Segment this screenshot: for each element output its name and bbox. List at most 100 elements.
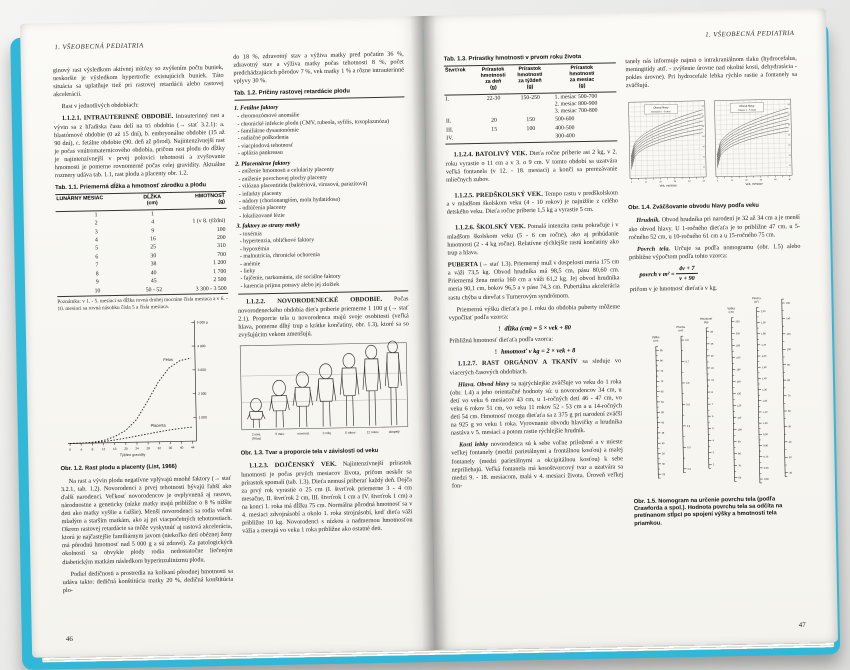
svg-text:44: 44 [191, 445, 195, 449]
svg-text:24: 24 [745, 180, 748, 182]
svg-text:1,10: 1,10 [763, 411, 768, 414]
svg-text:32: 32 [158, 446, 162, 450]
figure-1-5-caption: Obr. 1.5. Nomogram na určenie povrchu te… [633, 496, 783, 527]
svg-text:140: 140 [737, 380, 742, 383]
svg-text:30: 30 [789, 456, 792, 459]
hrudnik-paragraph: Hrudník. Obvod hrudníka pri narodení je … [628, 214, 801, 241]
svg-text:3 000: 3 000 [198, 367, 206, 371]
svg-text:1,30: 1,30 [762, 388, 767, 391]
svg-text:70: 70 [661, 380, 664, 383]
svg-text:80: 80 [738, 452, 741, 455]
section-1126-title: 1.1.2.6. ŠKOLSKÝ VEK. [454, 223, 526, 232]
section-puberta: PUBERTA (→ stať 1.3). Priemerný muž v do… [447, 258, 620, 302]
svg-text:28: 28 [146, 446, 150, 450]
intro-paragraph: ginový rast výsledkom aktívnej mitózy so… [52, 63, 224, 99]
svg-text:5 000 g: 5 000 g [197, 320, 208, 324]
svg-text:48: 48 [702, 126, 704, 128]
svg-text:48: 48 [688, 181, 690, 183]
svg-text:novorod.: novorod. [297, 431, 309, 435]
svg-text:7: 7 [712, 403, 714, 406]
section-1123: 1.1.2.3. DOJČENSKÝ VEK. Najintenzívnejší… [241, 459, 413, 535]
svg-text:Fétus: Fétus [163, 356, 173, 361]
svg-text:0,4: 0,4 [687, 425, 691, 428]
svg-text:160: 160 [786, 302, 791, 305]
svg-text:180: 180 [736, 344, 741, 347]
svg-text:90: 90 [738, 440, 741, 443]
section-1125: 1.1.2.5. PREDŠKOLSKÝ VEK. Tempo rastu v … [446, 189, 619, 216]
svg-text:75: 75 [661, 370, 664, 373]
hrudnik-lead: Hrudník. [636, 217, 661, 225]
svg-text:Výška: Výška [728, 306, 736, 310]
svg-text:48: 48 [788, 125, 790, 127]
formula-intro-1: Priemernú výšku dieťaťa po l. roku do ob… [448, 302, 621, 322]
section-1122: 1.1.2.2. NOVORODENECKÉ OBDOBIE. Počas no… [237, 295, 409, 339]
svg-text:36: 36 [788, 155, 790, 157]
weight-formula: ! hmotnosť v kg = 2 × vek + 8 [494, 347, 576, 356]
svg-text:4: 4 [80, 447, 82, 451]
svg-text:55: 55 [661, 411, 664, 414]
svg-text:40: 40 [789, 441, 792, 444]
povrch-lead: Povrch tela. [636, 245, 671, 253]
svg-text:4 000: 4 000 [197, 344, 205, 348]
svg-text:120: 120 [787, 333, 792, 336]
svg-text:1,80: 1,80 [761, 332, 766, 335]
svg-text:40: 40 [180, 445, 184, 449]
rast-line: Rast v jednotlivých obdobiach: [61, 101, 139, 111]
svg-text:8: 8 [92, 447, 94, 451]
svg-text:20: 20 [711, 355, 714, 358]
svg-text:Plocha: Plocha [677, 325, 686, 329]
figure-1-2: 1 000 2 000 3 000 4 000 5 000 g 0 4 8 12 16 20 24 28… [58, 313, 231, 464]
svg-text:36: 36 [759, 180, 761, 182]
svg-text:230: 230 [736, 320, 741, 323]
section-1124: 1.1.2.4. BATOLIVÝ VEK. Dieťa ročne pribe… [445, 148, 618, 184]
svg-text:2 000: 2 000 [198, 391, 206, 395]
svg-text:0,6: 0,6 [686, 382, 690, 385]
svg-text:60: 60 [788, 179, 790, 181]
hlava-paragraph: Hlava. Obvod hlavy sa najrýchlejšie zväč… [450, 378, 623, 437]
svg-text:1,20: 1,20 [763, 400, 768, 403]
svg-text:(m²): (m²) [679, 328, 684, 332]
svg-text:32: 32 [702, 167, 704, 169]
svg-text:(m²): (m²) [754, 299, 759, 303]
section-1127: 1.1.2.7. RAST ORGÁNOV A TKANÍV sa sleduj… [449, 357, 622, 377]
svg-text:0,8: 0,8 [685, 339, 689, 342]
svg-text:110: 110 [738, 416, 743, 419]
tab-1-2: 1. Fetálne faktorychromozómové anomáliec… [233, 96, 409, 295]
svg-text:40: 40 [788, 145, 790, 147]
section-1127-title: 1.1.2.7. RAST ORGÁNOV A TKANÍV [457, 358, 578, 368]
svg-text:8: 8 [712, 391, 714, 394]
body-proportions-figure: 2 mes.(fétus) 5 mes. novorod. 2 roky 6 rokov… [239, 340, 408, 441]
growth-chart: 1 000 2 000 3 000 4 000 5 000 g 0 4 8 12 16 20 24 28… [68, 320, 208, 457]
svg-text:2 roky: 2 roky [322, 431, 331, 435]
running-head-right: 1. VŠEOBECNÁ PEDIATRIA [705, 29, 795, 39]
puberta-title: PUBERTA [447, 260, 479, 269]
section-1125-title: 1.1.2.5. PREDŠKOLSKÝ VEK. [454, 190, 543, 200]
figure-1-3: 2 mes. (fétus) 5 mes. novorod. 2 roky 6 rokov… [239, 340, 412, 449]
section-1123-title: 1.1.2.3. DOJČENSKÝ VEK. [248, 460, 337, 470]
svg-text:0,5: 0,5 [687, 403, 691, 406]
svg-text:60: 60 [661, 401, 664, 404]
open-book: 1. VŠEOBECNÁ PEDIATRIA ginový rast výsle… [10, 8, 841, 670]
bottom-paragraph-1: Na rast a vývin plodu negatívne vplývajú… [60, 474, 233, 566]
svg-text:40: 40 [702, 147, 704, 149]
svg-text:(fétus): (fétus) [252, 436, 261, 440]
svg-text:12: 12 [102, 447, 106, 451]
svg-text:36: 36 [169, 445, 173, 449]
left-page-column-1: ginový rast výsledkom aktívnej mitózy so… [53, 64, 234, 599]
figure-1-5: Výška (cm) 85 80 75 70 65 60 55 50 45 40 35 30 25 Ploch… [630, 295, 805, 498]
svg-text:70: 70 [739, 464, 742, 467]
svg-text:1 000: 1 000 [199, 415, 207, 419]
fontanely-paragraph: tanely nás informuje najmä o intrakraniá… [625, 54, 798, 90]
svg-text:0: 0 [69, 447, 71, 451]
svg-text:12: 12 [644, 182, 646, 184]
svg-text:6 rokov: 6 rokov [345, 430, 356, 434]
svg-text:85: 85 [660, 349, 663, 352]
svg-text:12: 12 [730, 180, 732, 182]
povrch-paragraph: Povrch tela. Určuje sa podľa nomogramu (… [629, 242, 801, 261]
svg-text:16: 16 [113, 447, 117, 451]
exclamation-icon: ! [498, 325, 501, 333]
svg-text:0,60: 0,60 [764, 467, 769, 470]
svg-text:140: 140 [786, 317, 791, 320]
exclamation-icon: ! [494, 348, 498, 356]
